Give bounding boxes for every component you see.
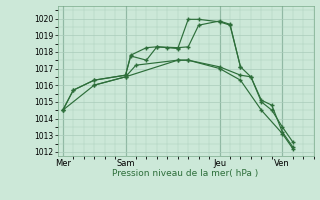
X-axis label: Pression niveau de la mer( hPa ): Pression niveau de la mer( hPa ): [112, 169, 259, 178]
